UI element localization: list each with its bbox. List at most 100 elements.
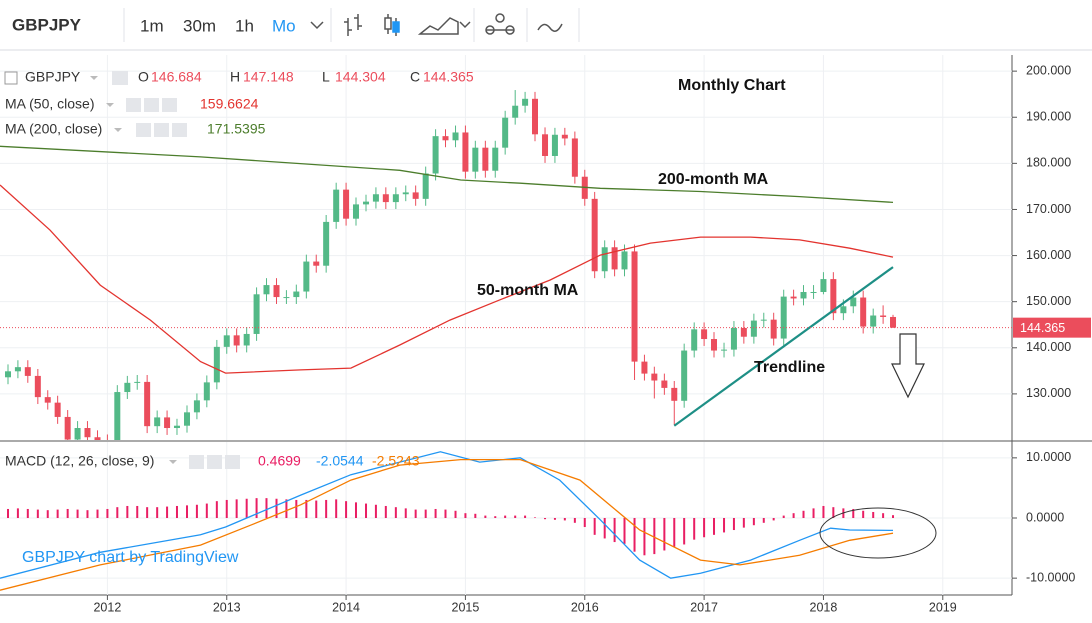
macd-histogram-bar bbox=[235, 499, 238, 518]
legend-symbol: GBPJPY bbox=[25, 69, 81, 85]
trendline bbox=[673, 266, 894, 427]
interval[interactable]: 30m bbox=[183, 16, 216, 35]
candle-body bbox=[54, 402, 61, 417]
macd-histogram-bar bbox=[802, 510, 805, 518]
y-tick-label: 180.000 bbox=[1026, 156, 1071, 170]
ohlc-value: 144.365 bbox=[423, 69, 474, 85]
candle-body bbox=[154, 417, 161, 427]
candle-body bbox=[890, 316, 897, 328]
macd-histogram-bar bbox=[156, 507, 159, 518]
signal-line bbox=[0, 458, 894, 591]
macd-histogram-bar bbox=[305, 499, 308, 518]
legend-button bbox=[207, 455, 222, 469]
candle-body bbox=[213, 346, 220, 383]
macd-histogram-bar bbox=[16, 508, 19, 518]
interval[interactable]: Mo bbox=[272, 16, 296, 35]
macd-histogram-bar bbox=[454, 510, 457, 518]
candle-body bbox=[810, 291, 817, 293]
macd-histogram-bar bbox=[732, 518, 735, 531]
chart-type-menu[interactable] bbox=[459, 21, 471, 29]
macd-histogram-bar bbox=[524, 515, 527, 518]
macd-histogram-bar bbox=[136, 505, 139, 518]
candle-body bbox=[223, 335, 230, 347]
candles-icon[interactable] bbox=[384, 14, 400, 36]
indicator-name: MACD (12, 26, close, 9) bbox=[5, 453, 154, 469]
macd-histogram-bar bbox=[126, 505, 129, 518]
macd-histogram-bar bbox=[374, 504, 377, 518]
candle-body bbox=[482, 147, 489, 171]
macd-histogram-bar bbox=[325, 499, 328, 518]
macd-histogram-bar bbox=[116, 507, 119, 518]
macd-histogram-bar bbox=[533, 517, 536, 518]
compare-icon[interactable] bbox=[485, 13, 515, 35]
area-icon[interactable] bbox=[417, 17, 459, 35]
macd-histogram-bar bbox=[723, 518, 726, 533]
legend-menu bbox=[90, 76, 98, 80]
candle-body bbox=[840, 306, 847, 314]
candle-body bbox=[512, 105, 519, 118]
bars-icon[interactable] bbox=[344, 14, 362, 36]
y-tick-label: 150.000 bbox=[1026, 294, 1071, 308]
candle-body bbox=[641, 361, 648, 374]
candle-body bbox=[144, 381, 151, 427]
candle-body bbox=[830, 279, 837, 314]
macd-histogram-bar bbox=[195, 504, 198, 518]
interval[interactable]: 1m bbox=[140, 16, 164, 35]
macd-histogram-bar bbox=[553, 518, 556, 520]
macd-histogram-bar bbox=[354, 502, 357, 518]
candle-body bbox=[74, 428, 81, 440]
candle-body bbox=[651, 373, 658, 381]
candle-body bbox=[283, 297, 290, 299]
macd-histogram-bar bbox=[762, 518, 765, 523]
macd-histogram-bar bbox=[186, 505, 189, 518]
legend-menu bbox=[169, 460, 177, 464]
candle-body bbox=[542, 134, 549, 156]
y-tick-label: 130.000 bbox=[1026, 386, 1071, 400]
candle-body bbox=[422, 173, 429, 199]
candle-body bbox=[343, 189, 350, 219]
macd-histogram-bar bbox=[394, 507, 397, 518]
macd-histogram-bar bbox=[772, 518, 775, 521]
last-price-box bbox=[1013, 317, 1091, 338]
candle-body bbox=[442, 136, 449, 141]
candle-body bbox=[4, 371, 11, 378]
legend-icon bbox=[4, 71, 18, 85]
candle-body bbox=[730, 327, 737, 350]
macd-histogram-bar bbox=[36, 509, 39, 518]
macd-histogram-bar bbox=[444, 509, 447, 518]
candle-body bbox=[173, 425, 180, 429]
candle-body bbox=[363, 201, 370, 205]
macd-histogram-bar bbox=[365, 503, 368, 518]
indicators-icon[interactable] bbox=[537, 23, 563, 32]
annotation: Monthly Chart bbox=[678, 77, 786, 94]
candle-body bbox=[402, 192, 409, 195]
interval-menu[interactable] bbox=[310, 21, 324, 30]
macd-histogram-bar bbox=[683, 518, 686, 545]
candle-body bbox=[462, 132, 469, 172]
candle-body bbox=[571, 138, 578, 177]
ohlc-value: 144.304 bbox=[335, 69, 386, 85]
candle-body bbox=[372, 194, 379, 202]
y-tick-label: 10.0000 bbox=[1026, 450, 1071, 464]
last-price-label: 144.365 bbox=[1020, 321, 1065, 335]
candle-body bbox=[352, 204, 359, 219]
price-pane bbox=[0, 55, 1012, 440]
toolbar: GBPJPY bbox=[0, 0, 1092, 51]
candle-body bbox=[193, 400, 200, 413]
y-tick-label: 190.000 bbox=[1026, 110, 1071, 124]
macd-histogram-bar bbox=[623, 518, 626, 544]
macd-histogram-bar bbox=[504, 515, 507, 518]
interval[interactable]: 1h bbox=[235, 16, 254, 35]
symbol[interactable]: GBPJPY bbox=[12, 15, 82, 34]
x-tick-label: 2012 bbox=[93, 600, 121, 614]
macd-histogram-bar bbox=[434, 508, 437, 518]
moving-average bbox=[0, 184, 894, 374]
macd-histogram-bar bbox=[573, 518, 576, 523]
macd-histogram-bar bbox=[593, 518, 596, 535]
candle-body bbox=[34, 375, 41, 398]
macd-histogram-bar bbox=[832, 507, 835, 518]
indicator-value: 171.5395 bbox=[207, 121, 266, 137]
candle-body bbox=[184, 412, 191, 426]
candle-body bbox=[551, 134, 558, 156]
